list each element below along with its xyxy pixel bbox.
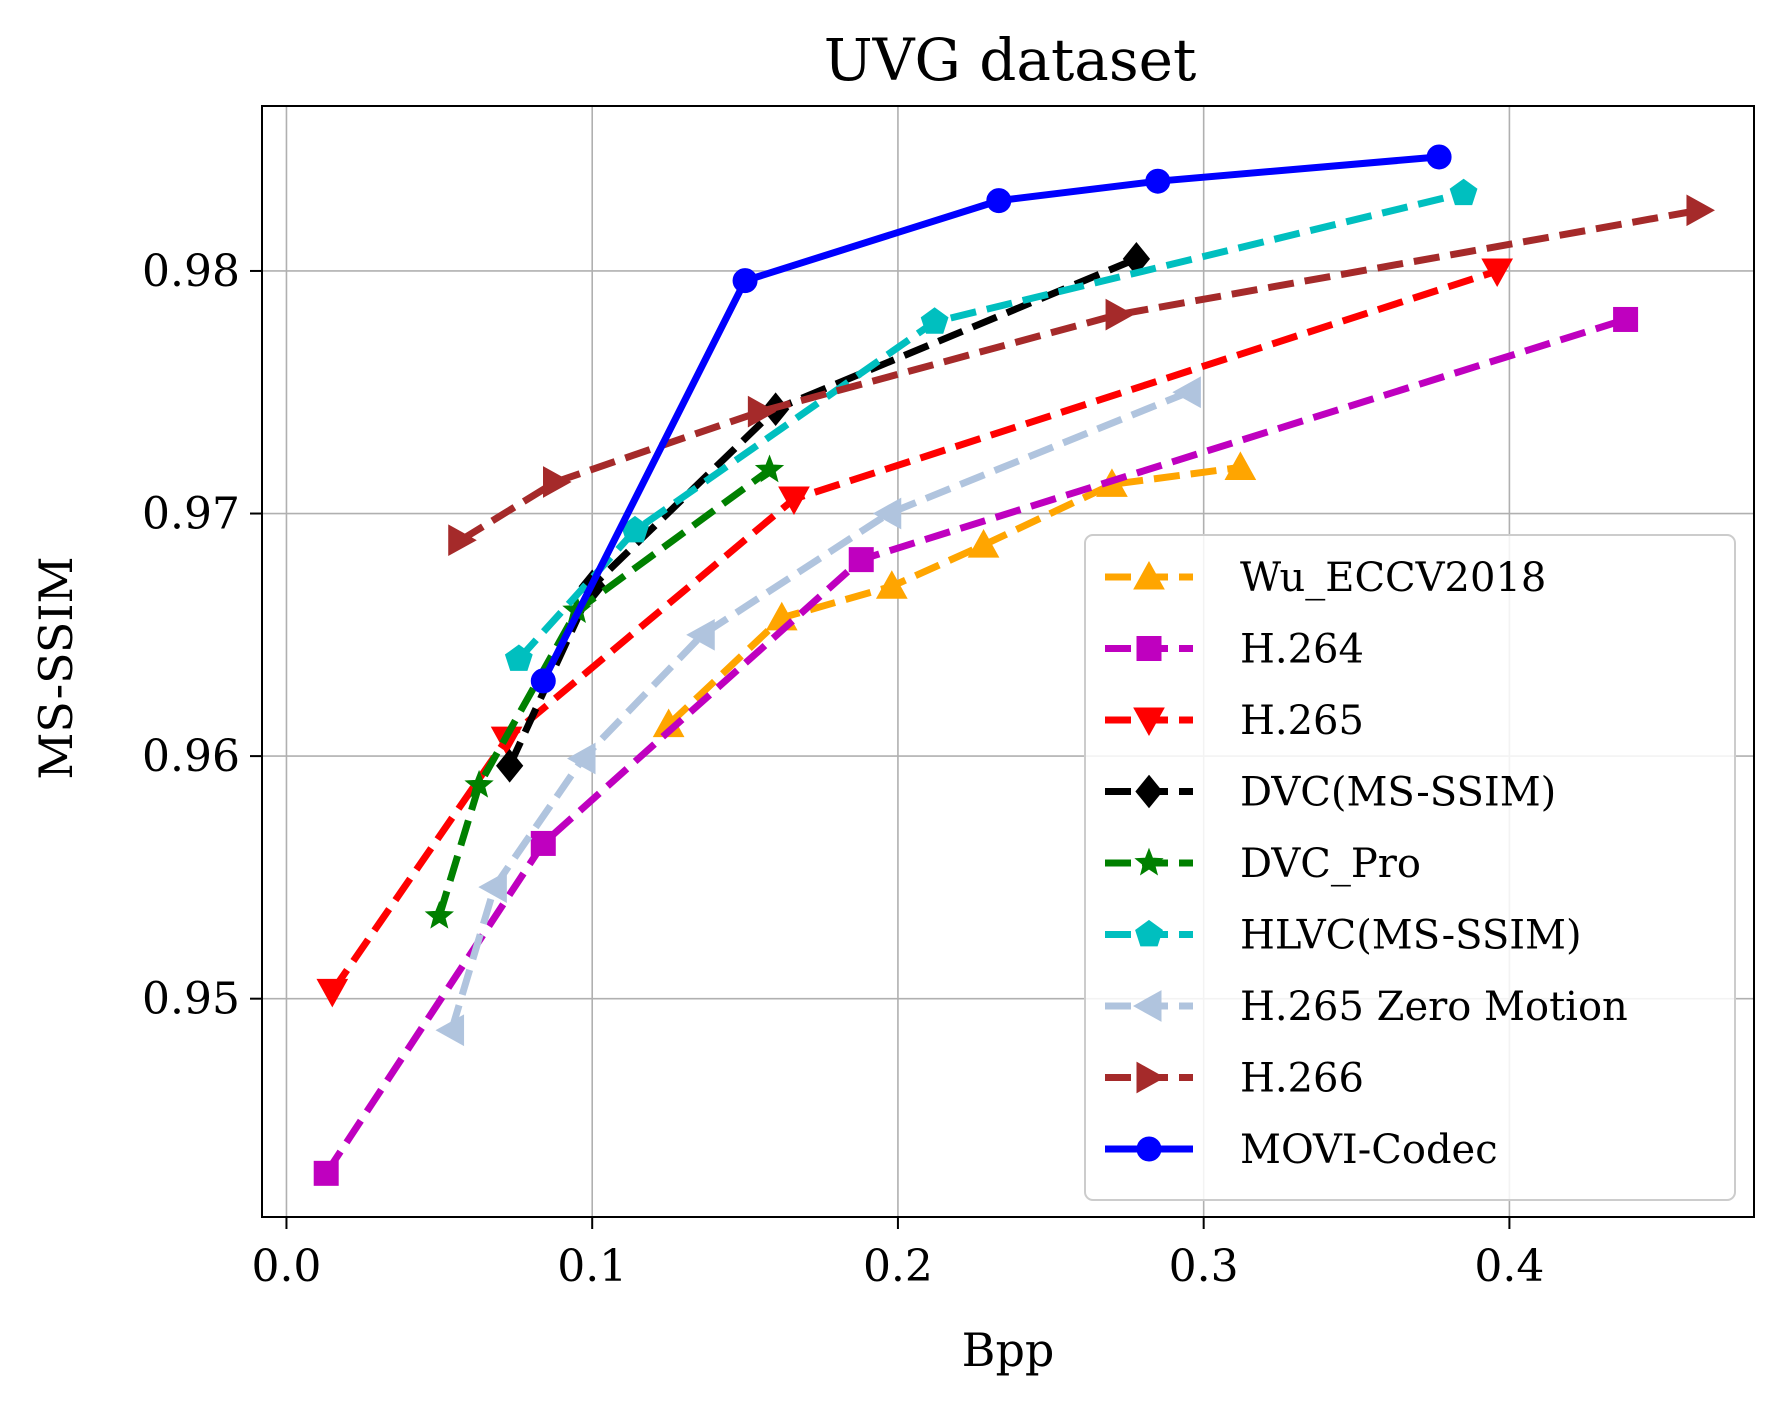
data-point (448, 524, 477, 557)
data-point (464, 769, 494, 798)
data-point (504, 644, 533, 671)
data-point (747, 395, 777, 428)
legend-marker (1135, 774, 1163, 809)
legend-label: H.265 Zero Motion (1240, 984, 1628, 1030)
series-8 (530, 144, 1452, 694)
series-line (435, 467, 772, 918)
data-point (1145, 168, 1171, 194)
data-point (435, 1014, 465, 1047)
series-1 (313, 306, 1639, 1186)
x-axis-label: Bpp (962, 1323, 1055, 1377)
data-point (530, 668, 556, 694)
legend-box (1084, 534, 1736, 1201)
legend-item: DVC(MS-SSIM) (1105, 770, 1556, 816)
y-tick-label: 0.96 (142, 731, 240, 782)
legend-item: H.265 (1105, 698, 1364, 744)
x-tick-label: 0.1 (557, 1241, 627, 1292)
series-line (329, 267, 1499, 994)
data-point (1105, 298, 1135, 331)
series-5 (504, 178, 1478, 671)
legend-item: Wu_ECCV2018 (1105, 555, 1546, 601)
legend-item: H.265 Zero Motion (1105, 984, 1628, 1030)
data-point (1172, 376, 1201, 409)
data-point (686, 618, 715, 651)
data-point (496, 749, 524, 783)
data-point (778, 486, 810, 516)
data-point (1613, 306, 1639, 332)
legend-label: DVC(MS-SSIM) (1240, 770, 1556, 816)
y-tick-label: 0.97 (142, 489, 240, 540)
legend-marker (1134, 847, 1164, 876)
legend-label: Wu_ECCV2018 (1240, 555, 1546, 601)
series-7 (448, 194, 1715, 557)
legend-label: DVC_Pro (1240, 841, 1421, 887)
legend-marker (1136, 636, 1162, 661)
legend-item: H.266 (1105, 1056, 1364, 1102)
series-line (516, 189, 1465, 662)
legend-marker (1133, 707, 1165, 737)
data-point (566, 742, 596, 775)
legend-item: MOVI-Codec (1105, 1127, 1498, 1173)
chart-title: UVG dataset (824, 26, 1197, 94)
data-point (848, 547, 874, 573)
data-point (1224, 451, 1257, 480)
data-point (875, 570, 908, 599)
x-tick-label: 0.3 (1169, 1241, 1239, 1292)
legend-label: HLVC(MS-SSIM) (1240, 913, 1582, 959)
data-point (732, 268, 758, 294)
data-point (1449, 178, 1478, 206)
data-point (530, 830, 556, 856)
x-tick-label: 0.0 (251, 1241, 321, 1292)
legend-item: DVC_Pro (1105, 841, 1421, 887)
series-line (458, 206, 1700, 544)
data-point (424, 900, 454, 929)
data-point (754, 454, 785, 483)
x-tick-label: 0.4 (1474, 1241, 1544, 1292)
x-tick-label: 0.2 (863, 1241, 933, 1292)
data-point (920, 307, 949, 334)
series-line (666, 463, 1241, 728)
data-point (967, 529, 1000, 558)
legend-label: H.264 (1240, 627, 1364, 673)
data-point (1426, 144, 1452, 170)
plot-frame (261, 105, 1755, 1218)
series-line (506, 255, 1138, 768)
y-axis-label: MS-SSIM (29, 556, 83, 779)
data-point (986, 188, 1012, 214)
data-point (478, 871, 507, 903)
data-point (1481, 258, 1514, 287)
legend-label: MOVI-Codec (1240, 1127, 1498, 1173)
data-point (543, 466, 572, 498)
legend-marker (1136, 1061, 1166, 1094)
data-point (1686, 194, 1715, 227)
legend-item: H.264 (1105, 627, 1364, 673)
series-line (323, 316, 1627, 1176)
y-tick-label: 0.95 (142, 974, 240, 1025)
series-layer (313, 144, 1715, 1186)
series-6 (435, 376, 1201, 1047)
legend-marker (1133, 560, 1165, 590)
legend-marker (1132, 990, 1162, 1022)
series-2 (316, 258, 1514, 1008)
data-point (313, 1160, 339, 1186)
legend: Wu_ECCV2018 H.264 H.265 DVC(MS-SSIM) DVC_Pro… (1084, 534, 1736, 1201)
axis-ticks: 0.0 0.1 0.2 0.3 0.4 0.95 0.96 0.97 0.98 (142, 246, 1544, 1292)
data-point (872, 497, 902, 530)
legend-marker (1135, 919, 1163, 947)
y-tick-label: 0.98 (142, 246, 240, 297)
legend-item: HLVC(MS-SSIM) (1105, 913, 1582, 959)
legend-marker (1136, 1136, 1162, 1162)
legend-label: H.266 (1240, 1056, 1364, 1102)
series-line (448, 388, 1190, 1032)
legend-label: H.265 (1240, 698, 1364, 744)
data-point (316, 978, 349, 1008)
